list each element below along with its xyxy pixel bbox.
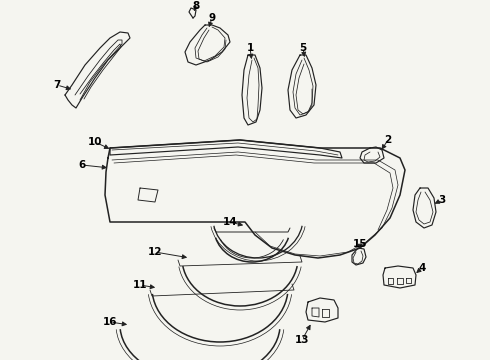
Text: 13: 13 xyxy=(295,335,309,345)
Text: 1: 1 xyxy=(246,43,254,53)
Text: 8: 8 xyxy=(193,1,199,11)
Text: 15: 15 xyxy=(353,239,367,249)
Text: 7: 7 xyxy=(53,80,61,90)
Text: 11: 11 xyxy=(133,280,147,290)
Text: 2: 2 xyxy=(384,135,392,145)
Text: 4: 4 xyxy=(418,263,426,273)
Text: 3: 3 xyxy=(439,195,445,205)
Text: 6: 6 xyxy=(78,160,86,170)
Text: 12: 12 xyxy=(148,247,162,257)
Text: 9: 9 xyxy=(208,13,216,23)
Text: 14: 14 xyxy=(222,217,237,227)
Text: 5: 5 xyxy=(299,43,307,53)
Text: 10: 10 xyxy=(88,137,102,147)
Text: 16: 16 xyxy=(103,317,117,327)
